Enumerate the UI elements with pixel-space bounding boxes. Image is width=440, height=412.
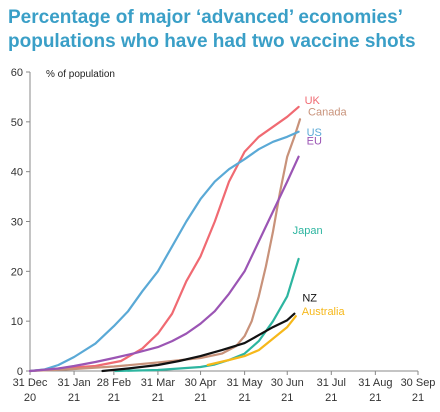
y-tick-label: 10 — [11, 316, 23, 328]
chart-title-line-1: Percentage of major ‘advanced’ economies… — [8, 7, 403, 28]
x-tick-label: 30 Jun — [271, 377, 304, 389]
series-label-canada: Canada — [308, 106, 347, 118]
series-label-uk: UK — [305, 95, 321, 107]
y-tick-label: 50 — [11, 117, 23, 129]
series-line-japan — [114, 257, 300, 373]
x-tick-label: 28 Feb — [97, 377, 131, 389]
chart-axes: 0 10 20 30 40 50 60 31 Dec 20 31 Jan 21 28 Feb 21 31 … — [11, 67, 436, 404]
x-tick-label-year: 21 — [281, 392, 293, 404]
series-line-uk — [28, 105, 300, 373]
series-label-us: US — [307, 127, 322, 139]
x-tick-label: 30 Sep — [401, 377, 436, 389]
x-tick-label-year: 21 — [238, 392, 250, 404]
x-tick-label: 30 Apr — [185, 377, 217, 389]
chart-title-line-2: populations who have had two vaccine sho… — [8, 31, 416, 52]
series-label-eu: EU — [307, 136, 322, 148]
x-tick-label-year: 21 — [325, 392, 337, 404]
y-tick-label: 0 — [17, 366, 23, 378]
y-tick-label: 40 — [11, 167, 23, 179]
series-line-eu — [28, 155, 300, 373]
y-tick-label: 20 — [11, 266, 23, 278]
chart-series-lines — [28, 105, 302, 373]
x-tick-label-year: 21 — [108, 392, 120, 404]
series-label-australia: Australia — [302, 306, 346, 318]
x-tick-label: 31 Jan — [58, 377, 91, 389]
series-line-nz — [101, 312, 296, 373]
chart-title: Percentage of major ‘advanced’ economies… — [8, 6, 433, 54]
series-label-nz: NZ — [302, 293, 317, 305]
x-tick-label: 31 Jul — [317, 377, 346, 389]
series-label-japan: Japan — [293, 225, 323, 237]
y-tick-label: 30 — [11, 217, 23, 229]
x-tick-label-year: 21 — [68, 392, 80, 404]
y-axis-label: % of population — [46, 69, 115, 80]
x-tick-label-year: 21 — [412, 392, 424, 404]
series-line-us — [28, 130, 300, 373]
x-tick-label-year: 21 — [369, 392, 381, 404]
series-line-australia — [206, 315, 297, 367]
x-tick-label: 31 Dec — [13, 377, 48, 389]
x-tick-label: 31 Aug — [358, 377, 392, 389]
x-tick-label: 31 May — [227, 377, 264, 389]
x-tick-label: 31 Mar — [141, 377, 176, 389]
x-tick-label-year: 21 — [194, 392, 206, 404]
series-line-canada — [28, 118, 302, 373]
x-tick-label-year: 21 — [152, 392, 164, 404]
x-tick-label-year: 20 — [24, 392, 36, 404]
y-tick-label: 60 — [11, 67, 23, 79]
